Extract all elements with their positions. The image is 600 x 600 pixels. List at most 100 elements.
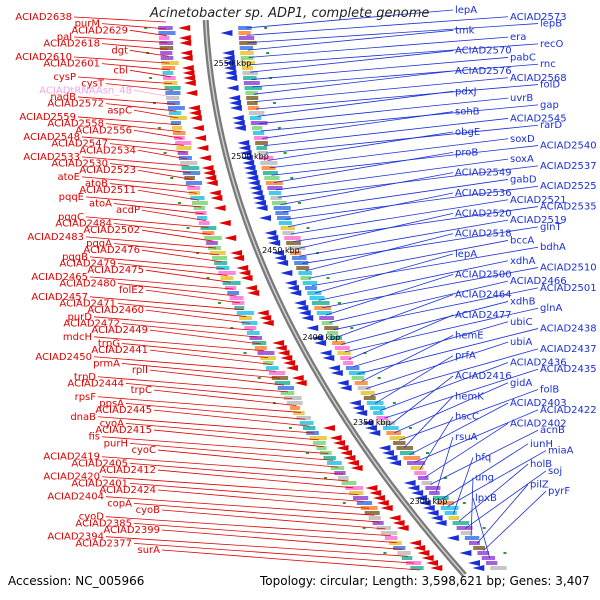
- gene-label-nadb[interactable]: nadB: [50, 92, 76, 103]
- gene-label-mdch[interactable]: mdcH: [63, 332, 92, 343]
- gene-label-cysp[interactable]: cysP: [53, 72, 76, 83]
- gene-label-rpli[interactable]: rplI: [132, 365, 148, 376]
- gene-label-aciad2511[interactable]: ACIAD2511: [79, 185, 136, 196]
- gene-label-aciad2523[interactable]: ACIAD2523: [79, 165, 136, 176]
- gene-label-reco[interactable]: recO: [540, 39, 564, 50]
- gene-label-aciad2435[interactable]: ACIAD2435: [540, 364, 597, 375]
- gene-label-hemk[interactable]: hemK: [455, 391, 484, 402]
- gene-label-ubia[interactable]: ubiA: [510, 337, 532, 348]
- gene-label-aciad2535[interactable]: ACIAD2535: [540, 202, 597, 213]
- gene-label-lpxb[interactable]: lpxB: [475, 493, 497, 504]
- gene-label-sohb[interactable]: sohB: [455, 107, 480, 118]
- gene-label-hscc[interactable]: hscC: [455, 412, 479, 423]
- gene-label-aciad2438[interactable]: ACIAD2438: [540, 324, 597, 335]
- gene-label-heme[interactable]: hemE: [455, 330, 484, 341]
- gene-label-acdp[interactable]: acdP: [116, 205, 140, 216]
- gene-label-rsua[interactable]: rsuA: [455, 432, 478, 443]
- gene-label-hfq[interactable]: hfq: [475, 452, 491, 463]
- gene-label-aciad2558[interactable]: ACIAD2558: [47, 119, 104, 130]
- gene-label-aciad2484[interactable]: ACIAD2484: [55, 219, 112, 230]
- gene-label-rnc[interactable]: rnc: [540, 59, 556, 70]
- gene-label-aciad2404[interactable]: ACIAD2404: [47, 492, 104, 503]
- gene-label-aciad2533[interactable]: ACIAD2533: [23, 152, 80, 163]
- gene-label-soj[interactable]: soj: [548, 466, 562, 477]
- gene-label-cyst[interactable]: cysT: [81, 79, 105, 90]
- gene-label-dgt[interactable]: dgt: [111, 45, 128, 56]
- gene-label-aciad2399[interactable]: ACIAD2399: [103, 525, 160, 536]
- gene-label-gida[interactable]: gidA: [510, 378, 532, 389]
- gene-label-aciad2403[interactable]: ACIAD2403: [510, 398, 567, 409]
- gene-label-folb[interactable]: folB: [540, 385, 559, 396]
- gene-label-aciad2415[interactable]: ACIAD2415: [95, 425, 152, 436]
- gene-label-purd[interactable]: purD: [68, 312, 93, 323]
- gene-label-aciad2530[interactable]: ACIAD2530: [51, 159, 108, 170]
- gene-label-pqqa[interactable]: pqqA: [86, 239, 112, 250]
- gene-label-aspc[interactable]: aspC: [107, 105, 132, 116]
- gene-label-fole2[interactable]: folE2: [119, 285, 144, 296]
- gene-label-aciad2483[interactable]: ACIAD2483: [27, 232, 84, 243]
- gene-label-prma[interactable]: prmA: [93, 358, 120, 369]
- gene-label-aciad2549[interactable]: ACIAD2549: [455, 168, 512, 179]
- gene-label-purh[interactable]: purH: [104, 438, 128, 449]
- gene-label-aciad2460[interactable]: ACIAD2460: [87, 305, 144, 316]
- gene-label-tmk[interactable]: tmk: [455, 25, 475, 36]
- gene-label-aciad2422[interactable]: ACIAD2422: [540, 405, 597, 416]
- gene-label-aciad2547[interactable]: ACIAD2547: [51, 139, 108, 150]
- gene-label-aciad2437[interactable]: ACIAD2437: [540, 344, 597, 355]
- gene-label-era[interactable]: era: [510, 32, 526, 43]
- gene-label-soxd[interactable]: soxD: [510, 134, 535, 145]
- gene-label-atoa[interactable]: atoA: [89, 199, 112, 210]
- gene-label-uvrb[interactable]: uvrB: [510, 93, 533, 104]
- gene-label-bcca[interactable]: bccA: [510, 235, 534, 246]
- gene-label-aciad2419[interactable]: ACIAD2419: [43, 452, 100, 463]
- gene-label-aciad2441[interactable]: ACIAD2441: [91, 345, 148, 356]
- gene-label-pyrf[interactable]: pyrF: [548, 486, 570, 497]
- gene-label-obge[interactable]: obgE: [455, 127, 480, 138]
- gene-label-rpsf[interactable]: rpsF: [75, 392, 97, 403]
- gene-label-cyob[interactable]: cyoB: [136, 505, 161, 516]
- gene-label-fold[interactable]: folD: [540, 80, 560, 91]
- gene-label-rard[interactable]: rarD: [540, 120, 562, 131]
- gene-label-miaa[interactable]: miaA: [548, 446, 574, 457]
- gene-label-aciad2518[interactable]: ACIAD2518: [455, 229, 512, 240]
- gene-label-aciad2510[interactable]: ACIAD2510: [540, 263, 597, 274]
- gene-label-iunh[interactable]: iunH: [530, 439, 553, 450]
- gene-label-aciad2402[interactable]: ACIAD2402: [510, 418, 567, 429]
- gene-label-pqqb[interactable]: pqqB: [62, 252, 88, 263]
- gene-label-glna[interactable]: glnA: [540, 303, 562, 314]
- gene-label-cyoa[interactable]: cyoA: [100, 418, 125, 429]
- gene-label-pal[interactable]: pal: [57, 32, 72, 43]
- gene-label-aciad2576[interactable]: ACIAD2576: [455, 66, 512, 77]
- gene-label-soxa[interactable]: soxA: [510, 154, 534, 165]
- gene-label-trpd[interactable]: trpD: [74, 372, 96, 383]
- gene-label-ung[interactable]: ung: [475, 473, 494, 484]
- gene-label-dnab[interactable]: dnaB: [70, 412, 96, 423]
- gene-label-xdhb[interactable]: xdhB: [510, 296, 536, 307]
- gene-label-aciad2480[interactable]: ACIAD2480: [59, 279, 116, 290]
- gene-label-prfa[interactable]: prfA: [455, 351, 476, 362]
- gene-label-aciad2436[interactable]: ACIAD2436: [510, 357, 567, 368]
- gene-label-aciad2475[interactable]: ACIAD2475: [87, 265, 144, 276]
- gene-label-trpg[interactable]: trpG: [98, 338, 120, 349]
- gene-label-lepa[interactable]: lepA: [455, 5, 477, 16]
- gene-label-aciad2629[interactable]: ACIAD2629: [71, 25, 128, 36]
- gene-label-pabc[interactable]: pabC: [510, 52, 536, 63]
- gene-label-aciad2556[interactable]: ACIAD2556: [75, 125, 132, 136]
- gene-label-fis[interactable]: fis: [88, 432, 100, 443]
- gene-label-copa[interactable]: copA: [107, 498, 132, 509]
- gene-label-aciad2465[interactable]: ACIAD2465: [31, 272, 88, 283]
- gene-label-sura[interactable]: surA: [138, 545, 161, 556]
- gene-label-lepa[interactable]: lepA: [455, 249, 477, 260]
- gene-label-gabd[interactable]: gabD: [510, 174, 537, 185]
- gene-label-aciad2618[interactable]: ACIAD2618: [43, 39, 100, 50]
- gene-label-prob[interactable]: proB: [455, 147, 478, 158]
- gene-label-pqqe[interactable]: pqqE: [59, 192, 84, 203]
- gene-label-cbl[interactable]: cbl: [113, 65, 128, 76]
- gene-label-aciad2450[interactable]: ACIAD2450: [35, 352, 92, 363]
- gene-label-aciad2536[interactable]: ACIAD2536: [455, 188, 512, 199]
- gene-label-aciad2444[interactable]: ACIAD2444: [67, 378, 124, 389]
- gene-label-aciad2601[interactable]: ACIAD2601: [43, 59, 100, 70]
- gene-label-aciad2476[interactable]: ACIAD2476: [83, 245, 140, 256]
- gene-label-lepb[interactable]: lepB: [540, 19, 562, 30]
- gene-label-pilz[interactable]: pilZ: [530, 479, 549, 490]
